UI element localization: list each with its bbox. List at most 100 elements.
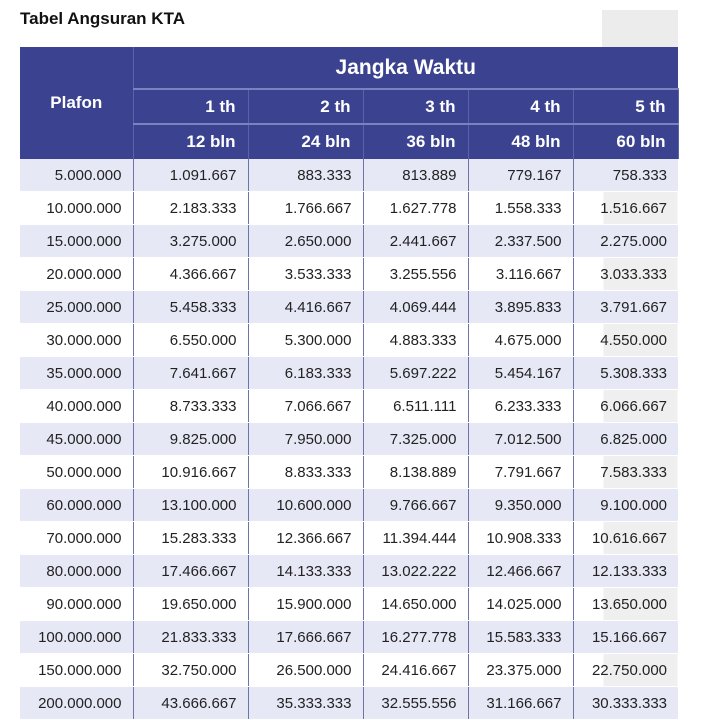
installment-cell: 3.116.667 (468, 257, 574, 291)
table-row: 25.000.000 5.458.333 4.416.667 4.069.444 3.8… (20, 290, 679, 324)
installment-cell: 35.333.333 (248, 686, 364, 720)
header-year: 3 th (363, 89, 469, 125)
installment-cell: 3.533.333 (248, 257, 364, 291)
installment-cell: 1.766.667 (248, 191, 364, 225)
installment-cell: 758.333 (573, 159, 679, 192)
table-row: 80.000.000 17.466.667 14.133.333 13.022.222… (20, 554, 679, 588)
installment-cell: 17.466.667 (133, 554, 249, 588)
installment-cell: 6.825.000 (573, 422, 679, 456)
installment-cell: 6.066.667 (573, 389, 679, 423)
installment-cell: 779.167 (468, 159, 574, 192)
plafon-cell: 45.000.000 (20, 422, 134, 456)
header-months: 24 bln (248, 124, 364, 159)
header-jangka-waktu: Jangka Waktu (133, 47, 679, 90)
table-row: 60.000.000 13.100.000 10.600.000 9.766.667 9… (20, 488, 679, 522)
plafon-cell: 20.000.000 (20, 257, 134, 291)
header-months: 12 bln (133, 124, 249, 159)
table-row: 20.000.000 4.366.667 3.533.333 3.255.556 3.1… (20, 257, 679, 291)
installment-cell: 4.675.000 (468, 323, 574, 357)
installment-cell: 10.916.667 (133, 455, 249, 489)
installment-cell: 1.558.333 (468, 191, 574, 225)
installment-cell: 10.616.667 (573, 521, 679, 555)
installment-cell: 13.100.000 (133, 488, 249, 522)
installment-cell: 13.650.000 (573, 587, 679, 621)
installment-cell: 11.394.444 (363, 521, 469, 555)
installment-cell: 4.366.667 (133, 257, 249, 291)
installment-cell: 21.833.333 (133, 620, 249, 654)
plafon-cell: 10.000.000 (20, 191, 134, 225)
installment-cell: 10.908.333 (468, 521, 574, 555)
installment-cell: 12.466.667 (468, 554, 574, 588)
installment-cell: 3.791.667 (573, 290, 679, 324)
plafon-cell: 25.000.000 (20, 290, 134, 324)
installment-cell: 12.133.333 (573, 554, 679, 588)
installment-cell: 16.277.778 (363, 620, 469, 654)
installment-cell: 7.583.333 (573, 455, 679, 489)
installment-cell: 6.550.000 (133, 323, 249, 357)
table-row: 35.000.000 7.641.667 6.183.333 5.697.222 5.4… (20, 356, 679, 390)
installment-cell: 5.458.333 (133, 290, 249, 324)
plafon-cell: 200.000.000 (20, 686, 134, 720)
installment-cell: 12.366.667 (248, 521, 364, 555)
installment-cell: 9.100.000 (573, 488, 679, 522)
plafon-cell: 80.000.000 (20, 554, 134, 588)
installment-cell: 32.555.556 (363, 686, 469, 720)
table-row: 10.000.000 2.183.333 1.766.667 1.627.778 1.5… (20, 191, 679, 225)
installment-cell: 5.300.000 (248, 323, 364, 357)
header-year: 4 th (468, 89, 574, 125)
installment-cell: 1.516.667 (573, 191, 679, 225)
table-row: 50.000.000 10.916.667 8.833.333 8.138.889 7.… (20, 455, 679, 489)
header-months: 36 bln (363, 124, 469, 159)
plafon-cell: 15.000.000 (20, 224, 134, 258)
installment-cell: 14.650.000 (363, 587, 469, 621)
installment-cell: 15.283.333 (133, 521, 249, 555)
installment-cell: 9.825.000 (133, 422, 249, 456)
installment-cell: 7.012.500 (468, 422, 574, 456)
installment-cell: 26.500.000 (248, 653, 364, 687)
installment-cell: 24.416.667 (363, 653, 469, 687)
plafon-cell: 50.000.000 (20, 455, 134, 489)
installment-cell: 1.091.667 (133, 159, 249, 192)
installment-cell: 3.255.556 (363, 257, 469, 291)
table-row: 200.000.000 43.666.667 35.333.333 32.555.55… (20, 686, 679, 720)
installment-cell: 23.375.000 (468, 653, 574, 687)
installment-cell: 7.950.000 (248, 422, 364, 456)
installment-cell: 15.900.000 (248, 587, 364, 621)
installment-cell: 3.275.000 (133, 224, 249, 258)
installment-cell: 8.138.889 (363, 455, 469, 489)
installment-cell: 7.641.667 (133, 356, 249, 390)
installment-cell: 7.325.000 (363, 422, 469, 456)
plafon-cell: 70.000.000 (20, 521, 134, 555)
installment-cell: 4.069.444 (363, 290, 469, 324)
header-months: 48 bln (468, 124, 574, 159)
table-row: 40.000.000 8.733.333 7.066.667 6.511.111 6.2… (20, 389, 679, 423)
installment-cell: 2.275.000 (573, 224, 679, 258)
installment-cell: 2.337.500 (468, 224, 574, 258)
header-year: 5 th (573, 89, 679, 125)
installment-cell: 13.022.222 (363, 554, 469, 588)
table-row: 45.000.000 9.825.000 7.950.000 7.325.000 7.0… (20, 422, 679, 456)
installment-cell: 15.583.333 (468, 620, 574, 654)
header-plafon: Plafon (20, 47, 134, 159)
table-row: 150.000.000 32.750.000 26.500.000 24.416.66… (20, 653, 679, 687)
installment-cell: 1.627.778 (363, 191, 469, 225)
header-year: 2 th (248, 89, 364, 125)
installment-cell: 4.550.000 (573, 323, 679, 357)
installment-table: Plafon Jangka Waktu 1 th 2 th 3 th 4 th 5 th… (20, 47, 679, 720)
installment-cell: 9.766.667 (363, 488, 469, 522)
plafon-cell: 5.000.000 (20, 159, 134, 192)
installment-cell: 22.750.000 (573, 653, 679, 687)
installment-cell: 14.133.333 (248, 554, 364, 588)
header-year: 1 th (133, 89, 249, 125)
installment-cell: 4.883.333 (363, 323, 469, 357)
plafon-cell: 30.000.000 (20, 323, 134, 357)
installment-cell: 8.833.333 (248, 455, 364, 489)
installment-cell: 7.791.667 (468, 455, 574, 489)
table-row: 100.000.000 21.833.333 17.666.667 16.277.77… (20, 620, 679, 654)
installment-cell: 883.333 (248, 159, 364, 192)
page-title: Tabel Angsuran KTA (20, 9, 185, 28)
plafon-cell: 40.000.000 (20, 389, 134, 423)
installment-cell: 6.183.333 (248, 356, 364, 390)
installment-cell: 2.441.667 (363, 224, 469, 258)
installment-cell: 8.733.333 (133, 389, 249, 423)
